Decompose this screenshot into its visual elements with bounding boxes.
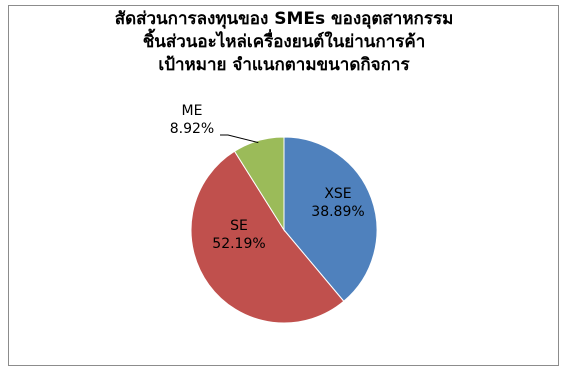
chart-title-line-2: ชิ้นส่วนอะไหล่เครื่องยนต์ในย่านการค้า [142, 32, 426, 52]
slice-label-se: SE [230, 218, 248, 234]
pie-labels: XSE 38.89% SE 52.19% ME 8.92% [170, 103, 365, 252]
slice-label-xse: XSE [324, 186, 351, 202]
pie-slices [190, 136, 378, 324]
pie-slice-me [233, 136, 285, 232]
leader-line-me [220, 134, 259, 144]
slice-value-xse: 38.89% [311, 204, 364, 220]
chart-title-line-3: เป้าหมาย จำแนกตามขนาดกิจการ [158, 55, 410, 75]
slice-value-se: 52.19% [212, 236, 265, 252]
slice-value-me: 8.92% [170, 121, 214, 137]
pie-slice-se [190, 150, 345, 324]
pie-slice-xse [283, 136, 378, 302]
chart-title-line-1: สัดส่วนการลงทุนของ SMEs ของอุตสาหกรรม [114, 9, 454, 29]
chart-title: สัดส่วนการลงทุนของ SMEs ของอุตสาหกรรม ชิ… [0, 8, 568, 77]
slice-label-me: ME [182, 103, 203, 119]
